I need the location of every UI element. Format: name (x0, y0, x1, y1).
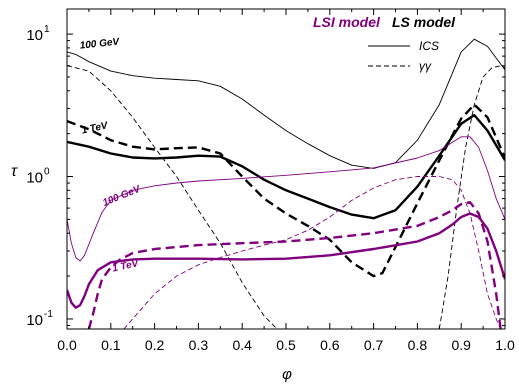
x-tick-label: 0.3 (189, 337, 209, 353)
series-line-lsi-100-gev-gg-6 (123, 176, 502, 329)
x-tick-label: 0.8 (408, 337, 428, 353)
y-tick-label: 10 (26, 312, 43, 329)
y-tick-exponent: -1 (44, 309, 53, 320)
series-line-ls-100-gev-gg-2 (438, 65, 505, 329)
plot-frame (66, 8, 506, 330)
annotation-label-1: 1 TeV (81, 120, 110, 137)
x-tick-label: 0.2 (145, 337, 165, 353)
series-line-lsi-1-tev-gg-8 (87, 201, 502, 329)
x-axis-label: φ (282, 366, 292, 383)
y-tick-exponent: 1 (44, 24, 50, 35)
x-tick-label: 0.6 (320, 337, 340, 353)
series-line-ls-1-tev-ics-3 (67, 113, 505, 220)
series-group (67, 38, 505, 329)
annotation-label-0: 100 GeV (79, 36, 121, 51)
legend-header-ls: LS model (392, 14, 456, 30)
x-tick-label: 0.5 (276, 337, 296, 353)
x-tick-label: 0.4 (232, 337, 252, 353)
y-tick-label: 10 (26, 27, 43, 44)
series-line-lsi-1-tev-ics-7 (67, 212, 505, 309)
series-line-ls-100-gev-ics-0 (67, 38, 505, 169)
series-line-lsi-100-gev-ics-5 (67, 136, 505, 262)
series-line-ls-100-gev-gg-1 (67, 65, 278, 329)
legend-header-lsi: LSI model (313, 14, 381, 30)
x-tick-label: 0.1 (101, 337, 121, 353)
x-tick-label: 0.0 (57, 337, 77, 353)
legend-label-gg: γγ (419, 59, 432, 73)
x-tick-label: 0.7 (364, 337, 384, 353)
y-axis-label: τ (11, 163, 18, 180)
x-tick-label: 1.0 (495, 337, 515, 353)
legend: LSI model LS model ICS γγ (313, 14, 456, 73)
y-tick-exponent: 0 (44, 167, 50, 178)
y-tick-label: 10 (26, 170, 43, 187)
annotation-label-2: 100 GeV (101, 183, 143, 208)
legend-label-ics: ICS (419, 39, 439, 53)
x-tick-label: 0.9 (451, 337, 471, 353)
